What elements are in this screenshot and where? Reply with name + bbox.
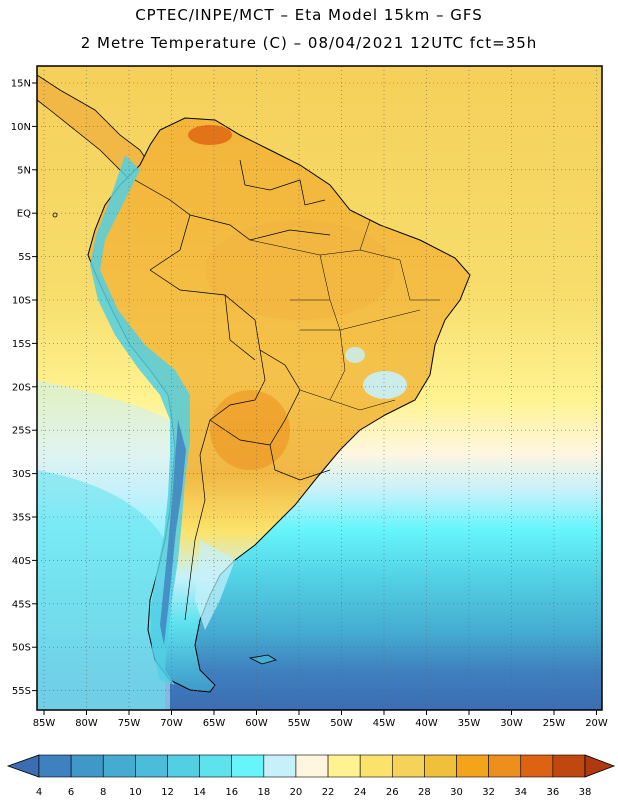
colorbar-swatch (167, 754, 200, 778)
lat-label: 45S (12, 599, 31, 610)
colorbar-high-arrow (584, 754, 616, 778)
amazon-warm-area (205, 220, 395, 320)
colorbar-swatch (102, 754, 136, 778)
lon-label: 35W (458, 718, 481, 729)
colorbar-swatch (135, 754, 168, 778)
lon-label: 20W (585, 718, 608, 729)
lon-label: 50W (330, 718, 353, 729)
colorbar-low-arrow (6, 754, 40, 778)
andes-coldest-core (160, 420, 186, 645)
colorbar-swatch (263, 754, 297, 778)
lat-label: 10N (11, 122, 31, 133)
colorbar-label: 26 (386, 787, 399, 798)
title-line-2: 2 Metre Temperature (C) – 08/04/2021 12U… (80, 34, 538, 52)
colorbar-label: 20 (290, 787, 303, 798)
lat-label: 5N (17, 165, 31, 176)
andes-cold-strip (90, 155, 190, 685)
colorbar-label: 24 (354, 787, 367, 798)
lat-label: 15S (12, 339, 31, 350)
colorbar-swatch (295, 754, 329, 778)
colorbar-swatch (199, 754, 233, 778)
colorbar-swatch (359, 754, 393, 778)
lat-label: 20S (12, 382, 31, 393)
latitude-labels: 15N 10N 5N EQ 5S 10S 15S 20S 25S 30S 35S 40S 45S 50S 5… (11, 79, 37, 697)
colorbar: 4 6 8 10 12 14 16 18 20 22 24 26 28 30 32 34 36 38 (6, 754, 616, 798)
lon-label: 85W (33, 718, 56, 729)
lon-label: 70W (160, 718, 183, 729)
colorbar-label: 38 (579, 787, 592, 798)
lon-label: 25W (543, 718, 566, 729)
lat-label: 5S (18, 252, 31, 263)
colorbar-label: 14 (193, 787, 206, 798)
lon-label: 55W (288, 718, 311, 729)
colorbar-label: 36 (547, 787, 560, 798)
colorbar-swatch (424, 754, 457, 778)
map-field (37, 66, 602, 710)
graticule (37, 66, 602, 710)
colorbar-swatch (488, 754, 522, 778)
colorbar-label: 18 (257, 787, 270, 798)
lon-label: 60W (245, 718, 268, 729)
colorbar-label: 8 (100, 787, 106, 798)
longitude-labels: 85W 80W 75W 70W 65W 60W 55W 50W 45W 40W 35W 30W 25W 2… (33, 710, 608, 729)
colorbar-label: 4 (36, 787, 42, 798)
colorbar-swatch (70, 754, 104, 778)
colorbar-swatch (552, 754, 586, 778)
pacific-cold-band (37, 470, 165, 710)
lat-label: 10S (12, 296, 31, 307)
highlands-cool-patch (363, 371, 407, 399)
lon-label: 65W (203, 718, 226, 729)
lat-label: 50S (12, 643, 31, 654)
colorbar-label: 16 (225, 787, 238, 798)
colorbar-label: 6 (68, 787, 74, 798)
colorbar-label: 12 (161, 787, 174, 798)
highlands-cool-patch-2 (345, 347, 365, 363)
lon-label: 80W (75, 718, 98, 729)
lat-label: 25S (12, 426, 31, 437)
colorbar-swatch (456, 754, 489, 778)
venezuela-hot-spot (188, 125, 232, 145)
map-frame (36, 65, 603, 711)
lat-label: 15N (11, 79, 31, 90)
falkland-islands (248, 654, 277, 665)
lat-label: 30S (12, 469, 31, 480)
colorbar-swatch (520, 754, 554, 778)
colorbar-label: 34 (514, 787, 527, 798)
colorbar-label: 10 (129, 787, 142, 798)
patagonia-cool (195, 540, 235, 630)
colorbar-label: 22 (322, 787, 335, 798)
lat-label: 35S (12, 513, 31, 524)
lon-label: 75W (118, 718, 141, 729)
galapagos-islands (52, 212, 58, 218)
colorbar-swatch (231, 754, 265, 778)
colorbar-swatch (391, 754, 425, 778)
colorbar-swatch (327, 754, 361, 778)
colorbar-swatch (38, 754, 72, 778)
colorbar-label: 32 (482, 787, 495, 798)
lat-label: EQ (17, 209, 31, 220)
lat-label: 40S (12, 556, 31, 567)
colorbar-label: 28 (418, 787, 431, 798)
lat-label: 55S (12, 686, 31, 697)
lon-label: 30W (500, 718, 523, 729)
lon-label: 40W (415, 718, 438, 729)
lon-label: 45W (373, 718, 396, 729)
colorbar-label: 30 (450, 787, 463, 798)
title-line-1: CPTEC/INPE/MCT – Eta Model 15km – GFS (135, 6, 483, 24)
